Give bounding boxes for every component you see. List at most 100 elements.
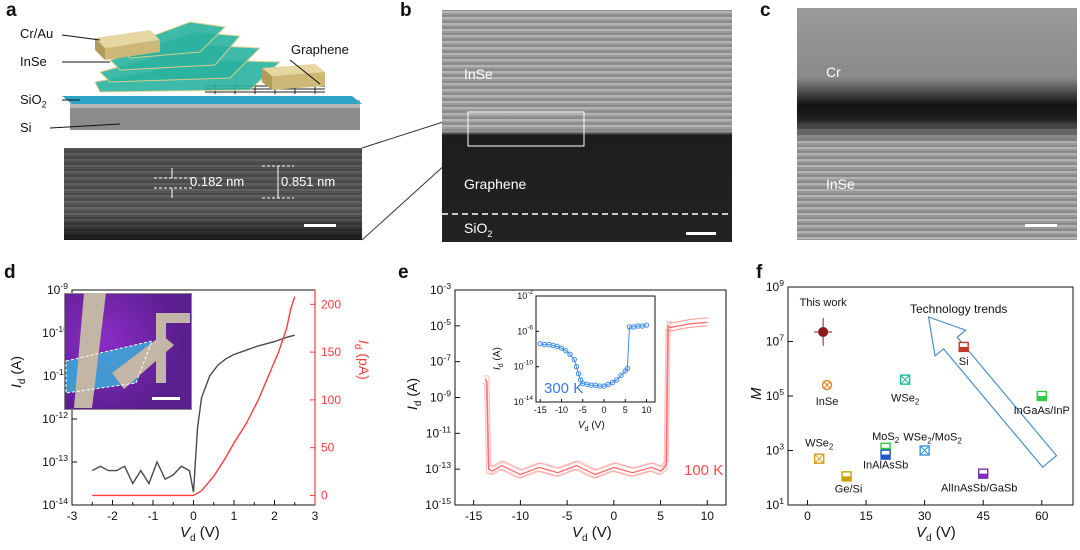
e-xlabel: Vd (V)	[572, 524, 612, 544]
f-point	[841, 471, 852, 482]
d-yl-tick-label: 10-13	[42, 453, 68, 469]
d2-label: 0.851 nm	[281, 174, 336, 189]
f-point-mark	[900, 375, 910, 385]
f-y-tick-label: 105	[766, 387, 784, 403]
f-point-mark	[814, 454, 824, 464]
f-point-label: WSe2/MoS2	[903, 432, 962, 446]
trend-arrow	[927, 316, 1058, 469]
e-inset-x-tick-label: -5	[579, 405, 587, 415]
f-point	[880, 449, 891, 460]
d-yr-tick-label: 200	[321, 297, 341, 311]
e-inset-point	[550, 342, 556, 349]
e-inset-point	[546, 341, 552, 348]
e-inset-point	[635, 323, 641, 329]
e-y-tick-label: 10-5	[430, 317, 451, 333]
d-yr-tick-label: 100	[321, 393, 341, 407]
e-inset-point	[541, 341, 548, 348]
d-yr-tick-label: 50	[321, 441, 335, 455]
e-inset-y-tick-label: 10-6	[517, 324, 533, 336]
zoom-annotations	[154, 165, 336, 227]
e-inset-point	[643, 322, 650, 328]
e-inset-point	[584, 381, 590, 388]
e-x-tick-label: -5	[562, 509, 573, 523]
panel-b-letter: b	[400, 0, 412, 21]
f-point-label: WSe2	[891, 393, 920, 407]
e-inset-line	[540, 324, 647, 387]
stem-c-annotations	[1025, 224, 1057, 227]
f-point	[958, 341, 969, 353]
e-inset-point	[622, 368, 628, 374]
f-point-label: Si	[959, 356, 969, 368]
e-temp-label: 100 K	[684, 462, 724, 479]
e-inset-point	[618, 372, 624, 379]
e-inset-point	[639, 323, 645, 329]
d-x-tick-label: -2	[107, 509, 118, 523]
panel-e-letter: e	[398, 262, 409, 283]
f-point-label: InAlAsSb	[863, 460, 908, 472]
e-y-tick-label: 10-7	[430, 353, 451, 369]
f-point	[880, 442, 891, 453]
e-y-tick-label: 10-13	[425, 460, 451, 476]
f-point	[1036, 390, 1047, 402]
e-inset-x-tick-label: 0	[601, 405, 606, 415]
d-yr-tick-label: 0	[321, 488, 328, 502]
e-inset-point	[605, 381, 611, 388]
d-x-tick-label: 3	[312, 509, 319, 523]
e-inset-y-tick-label: 10-2	[517, 289, 533, 301]
e-y-tick-label: 10-15	[425, 496, 451, 512]
si-label: Si	[20, 120, 32, 135]
e-series-trace	[485, 325, 709, 479]
stem-image-c	[797, 8, 1077, 240]
e-inset-point	[575, 371, 582, 377]
e-inset-ylabel: Id (A)	[492, 347, 505, 370]
f-y-tick-label: 107	[766, 333, 784, 349]
e-inset-x-tick-label: 5	[623, 405, 628, 415]
f-x-tick-label: 30	[918, 509, 932, 523]
b-graphene-label: Graphene	[464, 176, 527, 192]
e-series-trace	[486, 317, 710, 471]
e-inset-point	[597, 383, 603, 389]
f-x-tick-label: 15	[859, 509, 873, 523]
f-point-label: InSe	[816, 396, 839, 408]
f-trend-label: Technology trends	[910, 302, 1008, 316]
f-plot-frame	[787, 286, 1074, 506]
e-inset-point	[614, 377, 620, 383]
e-x-tick-label: -15	[465, 509, 483, 523]
f-point-label: Ge/Si	[835, 483, 863, 495]
d-x-tick-label: 0	[190, 509, 197, 523]
e-y-tick-label: 10-9	[430, 389, 451, 405]
e-series-trace	[482, 325, 706, 479]
e-inset-point	[588, 382, 594, 388]
e-inset-point	[567, 351, 573, 357]
inse-label: InSe	[20, 54, 47, 69]
f-point-fill	[978, 473, 988, 479]
e-inset-x-tick-label: -15	[534, 405, 547, 415]
d-yl-tick-label: 10-14	[42, 496, 68, 512]
f-y-tick-label: 101	[766, 496, 784, 512]
stem-image-b	[442, 10, 732, 242]
b-sio2-label: SiO2	[464, 220, 493, 239]
f-point	[899, 374, 911, 385]
f-x-tick-label: 60	[1035, 509, 1049, 523]
e-x-tick-label: 10	[701, 509, 715, 523]
e-inset-x-tick-label: -10	[555, 405, 568, 415]
panel-d-letter: d	[4, 262, 16, 283]
f-point	[978, 468, 989, 479]
f-point-fill	[881, 447, 891, 453]
f-point-this-work	[818, 326, 829, 337]
e-ylabel: Id (A)	[404, 377, 424, 410]
e-inset-y-tick-label: 10-10	[514, 360, 534, 372]
f-point-mark	[823, 381, 831, 389]
f-x-tick-label: 0	[804, 509, 811, 523]
e-y-tick-label: 10-3	[430, 281, 451, 297]
f-point-label: MoS2	[872, 431, 900, 445]
f-x-tick-label: 45	[977, 509, 991, 523]
panel-a-letter: a	[6, 0, 17, 21]
d-yl-tick-label: 10-12	[42, 410, 68, 426]
d-x-tick-label: 1	[231, 509, 238, 523]
d-x-tick-label: -1	[148, 509, 159, 523]
f-y-tick-label: 109	[766, 278, 784, 294]
e-inset-point	[624, 365, 631, 372]
d-yr-tick-label: 150	[321, 345, 341, 359]
e-inset-point	[563, 348, 569, 354]
